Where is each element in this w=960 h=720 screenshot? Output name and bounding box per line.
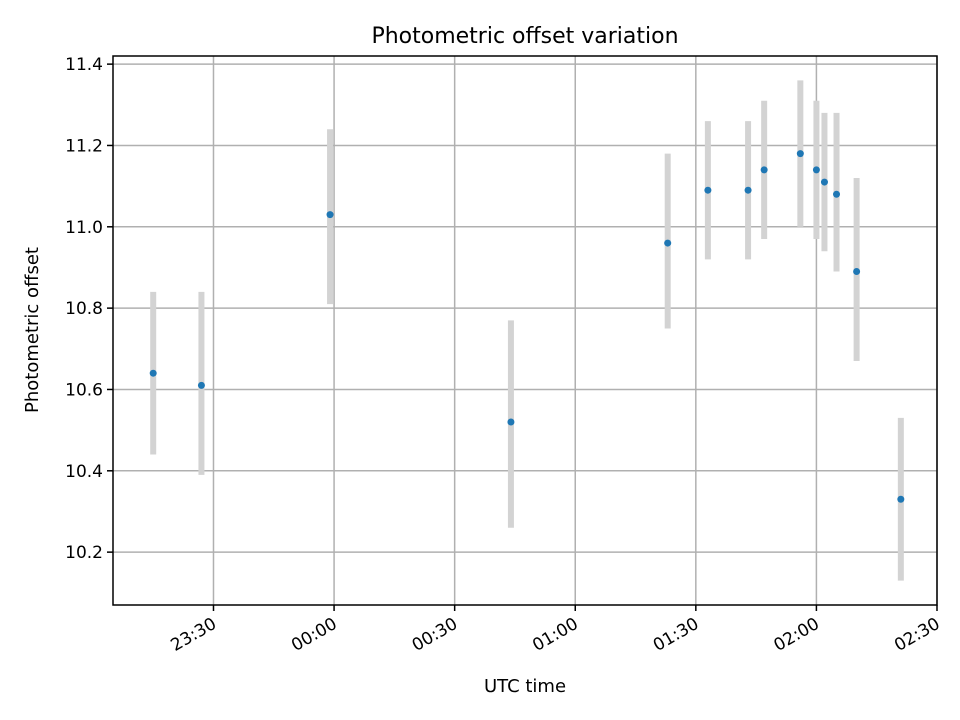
y-tick-label: 10.6 <box>65 380 103 400</box>
x-axis-ticks: 23:30 00:00 00:30 01:00 01:30 02:00 02:30 <box>168 605 944 656</box>
x-axis-label: UTC time <box>484 676 566 697</box>
data-point <box>744 186 752 194</box>
data-point <box>664 239 672 247</box>
plot-frame <box>112 55 938 606</box>
y-tick-label: 11.2 <box>65 136 103 156</box>
x-tick-label: 02:00 <box>770 614 822 656</box>
data-point <box>326 211 334 219</box>
y-tick-label: 10.4 <box>65 462 103 482</box>
data-point <box>507 418 515 426</box>
data-point <box>820 178 828 186</box>
data-points <box>149 150 905 503</box>
y-axis-label: Photometric offset <box>22 247 43 413</box>
y-tick-label: 10.8 <box>65 299 103 319</box>
y-tick-label: 11.4 <box>65 55 103 75</box>
data-point <box>812 166 820 174</box>
x-tick-label: 00:00 <box>288 614 340 656</box>
error-bars <box>150 80 904 581</box>
x-tick-label: 02:30 <box>891 614 943 656</box>
x-tick-label: 01:30 <box>650 614 702 656</box>
data-point <box>796 150 804 158</box>
grid-lines <box>113 56 938 605</box>
chart-title: Photometric offset variation <box>371 24 678 49</box>
y-tick-label: 11.0 <box>65 218 103 238</box>
data-point <box>149 369 157 377</box>
data-point <box>704 186 712 194</box>
y-axis-ticks: 10.2 10.4 10.6 10.8 11.0 11.2 11.4 <box>65 55 113 563</box>
x-tick-label: 23:30 <box>168 614 220 656</box>
y-tick-label: 10.2 <box>65 543 103 563</box>
data-point <box>897 495 905 503</box>
data-point <box>833 190 841 198</box>
data-point <box>197 381 205 389</box>
x-tick-label: 01:00 <box>529 614 581 656</box>
data-point <box>760 166 768 174</box>
x-tick-label: 00:30 <box>409 614 461 656</box>
data-point <box>853 268 861 276</box>
